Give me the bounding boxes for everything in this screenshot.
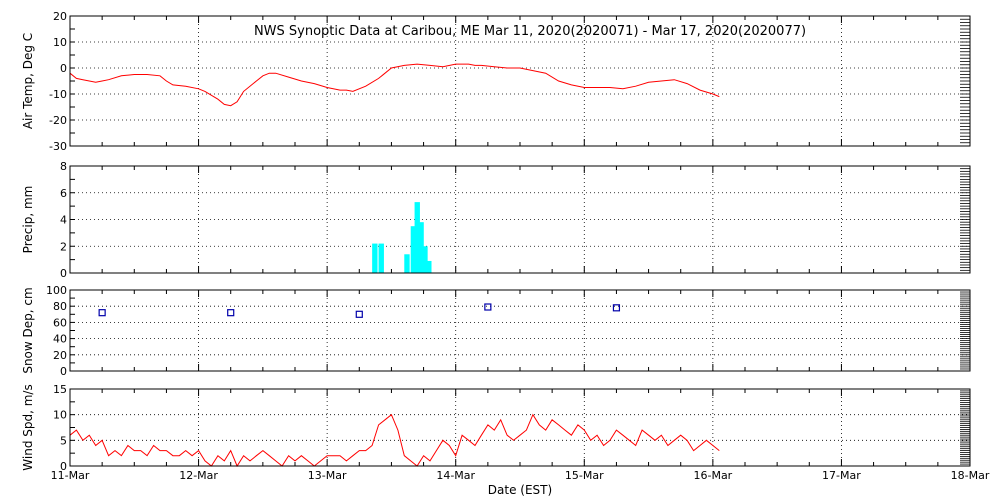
air-temp-y-tick-label: -20 — [49, 114, 67, 127]
snow-depth-y-tick-label: 0 — [60, 365, 67, 378]
snow-depth-point — [227, 309, 235, 317]
air-temp-y-tick-label: -10 — [49, 88, 67, 101]
precip-bar — [372, 243, 378, 273]
snow-depth-y-tick-label: 80 — [53, 300, 67, 313]
precip-frame — [69, 165, 971, 274]
chart-title: NWS Synoptic Data at Caribou, ME Mar 11,… — [254, 24, 806, 39]
precip-y-tick-label: 4 — [60, 214, 67, 227]
precip-bar — [404, 254, 410, 273]
wind-speed-panel: 15 10 5 0 Wind Spd, m/s — [21, 383, 971, 473]
air-temp-series-line — [69, 63, 720, 107]
air-temp-y-axis-label: Air Temp, Deg C — [21, 33, 35, 129]
precip-y-axis-label: Precip, mm — [21, 186, 35, 254]
snow-depth-y-tick-label: 40 — [53, 333, 67, 346]
wind-speed-y-tick-label: 0 — [60, 460, 67, 473]
snow-depth-point — [612, 304, 621, 312]
wind-speed-y-tick-label: 5 — [60, 434, 67, 447]
wind-speed-series-line — [69, 413, 720, 468]
wind-speed-y-axis-label: Wind Spd, m/s — [21, 384, 35, 470]
precip-bar — [414, 202, 420, 273]
x-tick-label: 14-Mar — [436, 469, 475, 482]
air-temp-y-tick-label: 20 — [53, 10, 67, 23]
snow-depth-point — [355, 310, 363, 318]
snow-depth-panel: 100 80 60 40 20 0 Snow Dep, cm — [21, 284, 971, 378]
air-temp-frame — [69, 15, 971, 147]
precip-bar — [418, 222, 424, 273]
air-temp-panel: 20 10 0 -10 -20 -30 Air Temp, Deg C — [21, 10, 971, 153]
x-tick-label: 11-Mar — [51, 469, 90, 482]
snow-depth-frame — [69, 289, 971, 372]
x-tick-label: 12-Mar — [179, 469, 218, 482]
precip-y-tick-label: 2 — [60, 240, 67, 253]
snow-depth-y-tick-label: 60 — [53, 316, 67, 329]
x-axis-label: Date (EST) — [488, 483, 552, 497]
x-tick-label: 17-Mar — [822, 469, 861, 482]
snow-depth-point — [98, 309, 106, 317]
air-temp-y-tick-label: -30 — [49, 140, 67, 153]
precip-y-tick-label: 8 — [60, 160, 67, 173]
air-temp-y-tick-label: 10 — [53, 36, 67, 49]
x-tick-label: 18-Mar — [951, 469, 990, 482]
precip-y-tick-label: 6 — [60, 187, 67, 200]
precip-bar — [422, 246, 428, 273]
wind-speed-y-tick-label: 10 — [53, 409, 67, 422]
x-tick-label: 13-Mar — [308, 469, 347, 482]
precip-bar — [426, 260, 432, 273]
air-temp-y-tick-label: 0 — [60, 62, 67, 75]
precip-panel: 8 6 4 2 0 Precip, mm — [21, 160, 971, 280]
wind-speed-y-tick-label: 15 — [53, 383, 67, 396]
x-tick-label: 15-Mar — [565, 469, 604, 482]
snow-depth-y-tick-label: 100 — [46, 284, 67, 297]
snow-depth-point — [484, 303, 492, 311]
precip-bar — [378, 243, 384, 273]
precip-bar — [410, 226, 417, 273]
x-tick-label: 16-Mar — [693, 469, 732, 482]
wind-speed-frame — [69, 388, 971, 467]
precip-y-tick-label: 0 — [60, 267, 67, 280]
snow-depth-y-axis-label: Snow Dep, cm — [21, 287, 35, 373]
snow-depth-y-tick-label: 20 — [53, 349, 67, 362]
